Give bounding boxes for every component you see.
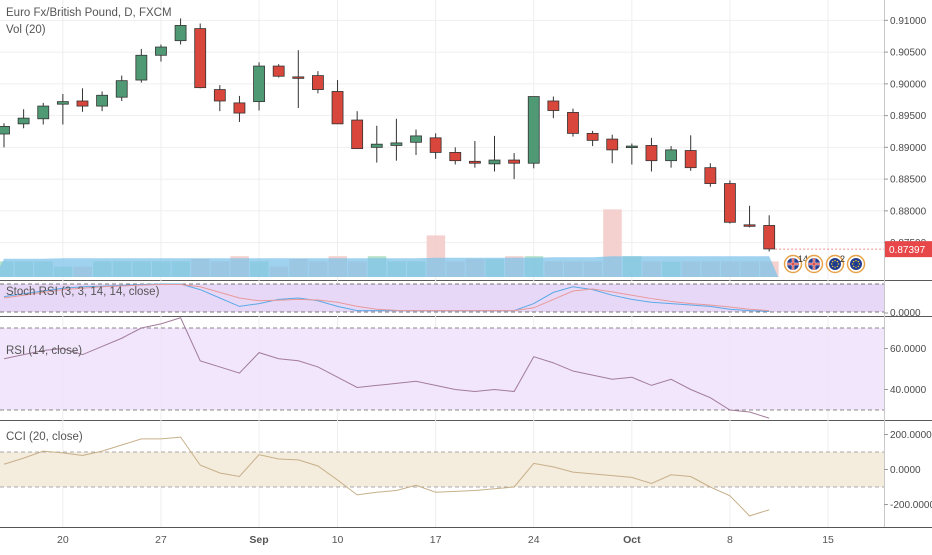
price-tick-label: 0.90500 bbox=[890, 48, 927, 59]
cci-tick-label: 0.0000 bbox=[890, 465, 921, 476]
stoch-d-line bbox=[3, 284, 770, 312]
candle-down bbox=[586, 132, 599, 141]
candle-up bbox=[37, 105, 50, 120]
candle-up bbox=[115, 80, 128, 98]
candle-down bbox=[468, 160, 481, 164]
stoch-tick-label: 0.0000 bbox=[890, 308, 921, 319]
candle-up bbox=[0, 125, 10, 135]
event-count: 14 bbox=[798, 254, 808, 264]
candle-down bbox=[213, 89, 226, 102]
eu-flag-icon bbox=[829, 258, 841, 270]
x-tick-label: 17 bbox=[430, 534, 442, 546]
candle-up bbox=[253, 65, 265, 103]
candle-down bbox=[312, 75, 324, 90]
price-tick-label: 0.90000 bbox=[890, 79, 927, 90]
rsi-tick-label: 60.0000 bbox=[890, 344, 927, 355]
cci-tick-label: -200.0000 bbox=[890, 500, 932, 511]
candle-down bbox=[763, 225, 776, 250]
x-tick-label: 10 bbox=[332, 534, 344, 546]
candle-up bbox=[488, 159, 501, 165]
rsi-tick-label: 40.0000 bbox=[890, 385, 927, 396]
candle-up bbox=[665, 149, 677, 162]
volume-ma-area bbox=[0, 256, 779, 277]
symbol-title[interactable]: Euro Fx/British Pound, D, FXCM bbox=[6, 7, 172, 19]
candle-up bbox=[625, 145, 638, 148]
cci-label[interactable]: CCI (20, close) bbox=[6, 431, 83, 443]
x-tick-label: Oct bbox=[623, 534, 641, 546]
price-tick-label: 0.88500 bbox=[890, 175, 927, 186]
candle-down bbox=[331, 91, 344, 125]
candle-down bbox=[567, 112, 579, 134]
price-tick-label: 0.88000 bbox=[890, 206, 927, 217]
x-tick-label: 15 bbox=[822, 534, 834, 546]
candle-down bbox=[704, 167, 717, 184]
rsi-band bbox=[0, 328, 884, 410]
candle-up bbox=[17, 117, 30, 125]
candle-down bbox=[645, 145, 658, 162]
price-tick-label: 0.89500 bbox=[890, 111, 927, 122]
candle-down bbox=[449, 152, 462, 162]
x-tick-label: 8 bbox=[727, 534, 733, 546]
candle-down bbox=[508, 159, 521, 164]
candle-up bbox=[135, 54, 148, 81]
candle-down bbox=[684, 150, 697, 169]
volume-label[interactable]: Vol (20) bbox=[6, 24, 46, 36]
candle-down bbox=[743, 224, 756, 227]
candle-down bbox=[194, 28, 207, 89]
candle-up bbox=[410, 135, 422, 143]
candle-up bbox=[527, 96, 540, 164]
candle-down bbox=[724, 183, 736, 223]
event-marker bbox=[846, 254, 866, 274]
candle-down bbox=[351, 119, 364, 150]
price-tick-label: 0.89000 bbox=[890, 143, 927, 154]
x-tick-label: 27 bbox=[155, 534, 167, 546]
candle-up bbox=[174, 25, 187, 42]
eu-flag-icon bbox=[850, 258, 862, 270]
last-price-badge bbox=[885, 241, 932, 258]
event-marker bbox=[783, 254, 803, 274]
candle-up bbox=[96, 94, 108, 107]
last-price-value: 0.87397 bbox=[889, 245, 926, 256]
candle-down bbox=[76, 100, 89, 107]
candle-down bbox=[292, 76, 305, 79]
cci-band bbox=[0, 452, 884, 487]
x-tick-label: 20 bbox=[57, 534, 69, 546]
candle-down bbox=[272, 65, 285, 77]
candle-down bbox=[429, 137, 442, 153]
rsi-line bbox=[3, 317, 770, 419]
cci-tick-label: 200.0000 bbox=[890, 430, 932, 441]
event-marker bbox=[825, 254, 845, 274]
candle-up bbox=[56, 101, 69, 105]
price-tick-label: 0.91000 bbox=[890, 16, 927, 27]
event-marker bbox=[804, 254, 824, 274]
candle-down bbox=[547, 100, 560, 111]
rsi-label[interactable]: RSI (14, close) bbox=[6, 345, 83, 357]
stoch-k-line bbox=[3, 283, 770, 312]
x-tick-label: Sep bbox=[249, 534, 268, 546]
candle-down bbox=[233, 102, 246, 114]
candle-up bbox=[390, 142, 403, 146]
candle-up bbox=[370, 143, 383, 148]
x-tick-label: 24 bbox=[528, 534, 540, 546]
cci-line bbox=[3, 436, 770, 517]
event-count: 2 bbox=[840, 254, 845, 264]
stoch-rsi-label[interactable]: Stoch RSI (3, 3, 14, 14, close) bbox=[6, 286, 160, 298]
candle-down bbox=[606, 138, 619, 151]
candle-up bbox=[155, 46, 167, 56]
